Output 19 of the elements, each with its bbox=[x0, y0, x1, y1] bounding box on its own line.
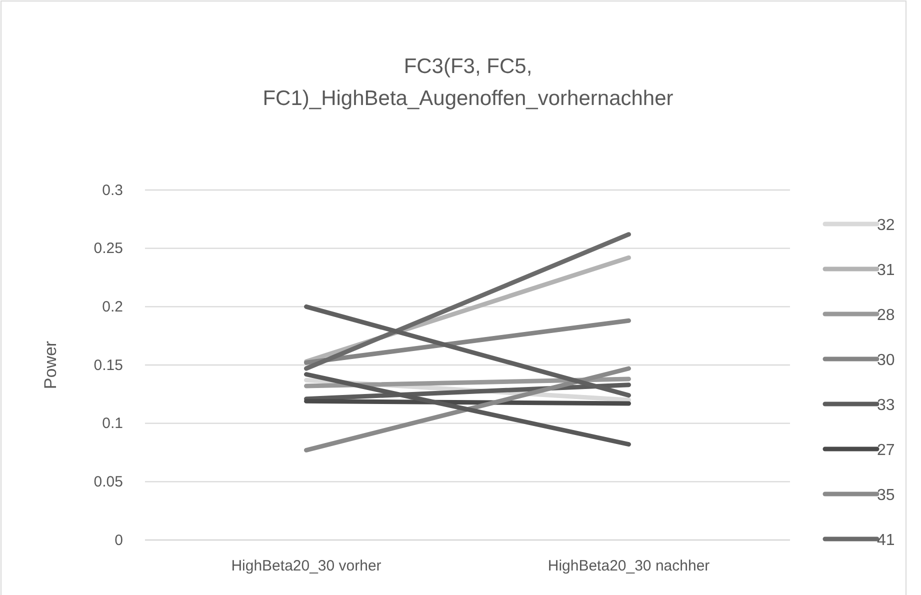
x-tick-label: HighBeta20_30 vorher bbox=[231, 558, 382, 575]
legend-label: 33 bbox=[877, 397, 895, 414]
y-tick-label: 0.15 bbox=[94, 356, 123, 374]
chart-title: FC3(F3, FC5, FC1)_HighBeta_Augenoffen_vorhernachher bbox=[262, 55, 674, 110]
y-axis-title: Power bbox=[41, 340, 60, 390]
legend-label: 41 bbox=[877, 532, 895, 549]
y-tick-label: 0 bbox=[114, 532, 123, 549]
legend-label: 30 bbox=[877, 352, 895, 369]
legend-label: 32 bbox=[877, 217, 895, 234]
legend-label: 27 bbox=[877, 442, 895, 459]
legend-label: 35 bbox=[877, 487, 895, 504]
y-tick-label: 0.2 bbox=[102, 298, 123, 316]
y-tick-label: 0.05 bbox=[94, 473, 123, 490]
y-tick-label: 0.1 bbox=[102, 415, 123, 432]
legend-label: 28 bbox=[877, 307, 895, 324]
x-tick-label: HighBeta20_30 nachher bbox=[548, 558, 710, 575]
y-tick-label: 0.3 bbox=[102, 182, 123, 199]
legend-label: 31 bbox=[877, 262, 895, 279]
y-tick-label: 0.25 bbox=[94, 240, 123, 258]
